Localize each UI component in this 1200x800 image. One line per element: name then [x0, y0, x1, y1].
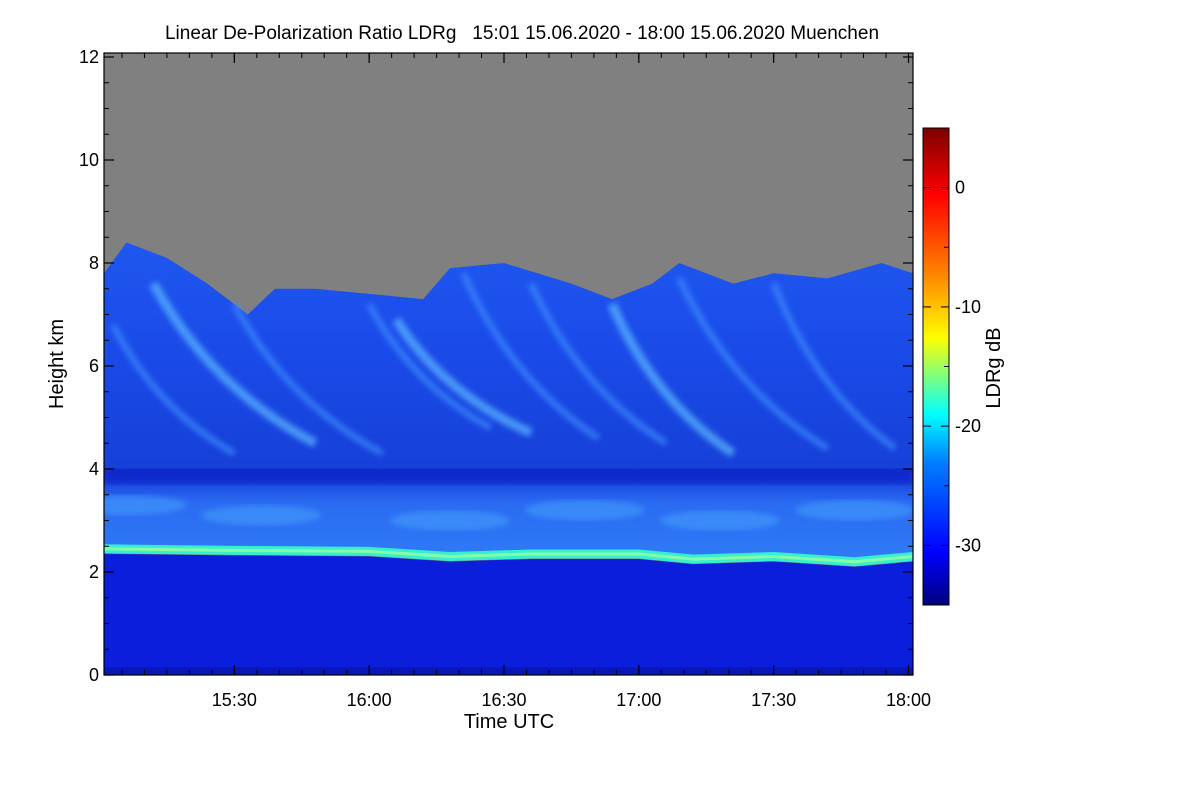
x-axis-label: Time UTC [464, 711, 554, 733]
x-tick-label: 16:00 [347, 690, 392, 710]
y-tick-label: 0 [89, 665, 99, 685]
dark-band [104, 469, 913, 485]
y-tick-label: 12 [79, 47, 99, 67]
plot-frame [103, 52, 914, 676]
x-tick-label: 18:00 [886, 690, 931, 710]
fall-streak [149, 281, 318, 448]
melting-layer-core [104, 547, 913, 564]
precipitation-texture [794, 500, 913, 521]
fall-streak [676, 277, 830, 451]
precipitation-layer [104, 469, 913, 562]
fall-streak [607, 302, 736, 458]
precipitation-texture [390, 510, 511, 531]
x-axis: 15:30 16:00 16:30 17:00 17:30 18:00 [121, 53, 931, 710]
colorbar-tick-label: -10 [955, 297, 981, 317]
precipitation-texture [201, 505, 322, 526]
fall-streak [460, 272, 601, 441]
y-axis: 0 2 4 6 8 10 12 [79, 47, 913, 685]
y-tick-label: 6 [89, 356, 99, 376]
fall-streak [231, 302, 385, 457]
precipitation-texture [659, 510, 780, 531]
colorbar-label: LDRg dB [983, 327, 1005, 408]
surface-layer [104, 667, 913, 675]
fall-streak [528, 282, 668, 446]
colorbar-tick-label: 0 [955, 178, 965, 198]
y-tick-label: 2 [89, 562, 99, 582]
colorbar-axis: 0 -10 -20 -30 [923, 127, 981, 606]
plot-area [104, 53, 913, 675]
precipitation-texture [104, 495, 187, 516]
precipitation-texture [524, 500, 645, 521]
y-axis-label: Height km [46, 319, 68, 409]
x-tick-label: 15:30 [212, 690, 257, 710]
y-tick-label: 10 [79, 150, 99, 170]
x-tick-label: 17:30 [751, 690, 796, 710]
y-tick-label: 4 [89, 459, 99, 479]
boundary-layer [104, 553, 913, 675]
fall-streak [110, 323, 236, 457]
y-tick-label: 8 [89, 253, 99, 273]
fall-streak [770, 282, 897, 451]
fall-streak [366, 302, 492, 431]
chart-title: Linear De-Polarization Ratio LDRg 15:01 … [165, 23, 879, 44]
colorbar-tick-label: -20 [955, 416, 981, 436]
x-tick-label: 16:30 [481, 690, 526, 710]
colorbar-tick-label: -30 [955, 535, 981, 555]
x-tick-label: 17:00 [616, 690, 661, 710]
fall-streak [392, 317, 533, 438]
